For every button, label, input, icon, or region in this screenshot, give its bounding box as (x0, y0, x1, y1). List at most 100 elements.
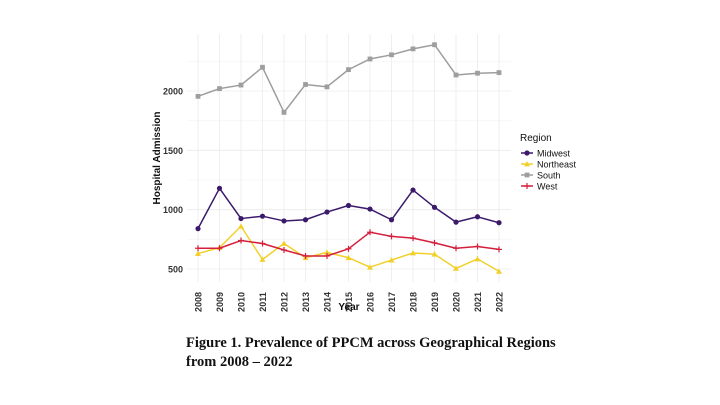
caption-line-1: Figure 1. Prevalence of PPCM across Geog… (186, 335, 556, 351)
data-point (388, 217, 395, 223)
data-point (238, 237, 244, 244)
data-point (216, 245, 223, 252)
data-point (453, 219, 459, 225)
x-tick-label: 2017 (387, 292, 397, 312)
series-south (195, 42, 502, 115)
y-tick-label: 2000 (163, 87, 183, 97)
data-point (345, 245, 352, 252)
x-axis-label: Year (338, 302, 359, 313)
y-tick-label: 1500 (163, 146, 183, 156)
data-point (324, 249, 330, 255)
data-point (367, 56, 373, 62)
data-point (474, 214, 481, 220)
data-point (410, 235, 416, 242)
data-point (496, 268, 502, 274)
data-point (324, 252, 330, 259)
data-point (474, 243, 481, 250)
legend-label: South (537, 171, 561, 181)
legend-label: West (537, 182, 558, 192)
y-tick-label: 1000 (163, 205, 183, 215)
data-point (238, 223, 244, 229)
data-point (410, 187, 416, 193)
x-tick-label: 2019 (430, 292, 440, 312)
data-point (474, 255, 481, 262)
legend-swatch-marker (524, 150, 530, 156)
data-point (195, 93, 201, 99)
legend-label: Northeast (537, 160, 577, 170)
data-point (281, 218, 287, 224)
data-point (259, 240, 266, 247)
data-point (281, 240, 287, 246)
data-point (195, 250, 201, 256)
data-point (431, 251, 438, 257)
series-west (195, 229, 502, 259)
data-point (496, 220, 502, 226)
data-point (367, 229, 373, 236)
series-layer (195, 42, 502, 274)
x-axis: 2008 2009 2010 2011 2012 2013 2014 2015 2016 2017… (194, 292, 505, 312)
caption-line-2: from 2008 – 2022 (186, 354, 293, 370)
x-tick-label: 2018 (409, 292, 419, 312)
x-tick-label: 2022 (495, 292, 505, 312)
data-point (453, 245, 459, 252)
data-point (195, 245, 201, 252)
data-point (302, 252, 309, 259)
legend-swatch-marker (524, 161, 530, 167)
data-point (389, 52, 394, 58)
x-tick-label: 2011 (258, 292, 268, 312)
data-point (259, 256, 266, 262)
legend-item-west: West (521, 182, 558, 192)
y-axis: 500 1000 1500 2000 (163, 87, 183, 275)
x-tick-label: 2016 (366, 292, 376, 312)
data-point (216, 185, 223, 191)
figure-caption: Figure 1. Prevalence of PPCM across Geog… (186, 334, 556, 372)
legend-label: Midwest (537, 149, 571, 159)
legend-title: Region (520, 133, 552, 144)
data-point (367, 264, 373, 270)
data-point (260, 64, 265, 70)
data-point (345, 254, 352, 261)
legend-swatch-marker (524, 183, 530, 189)
legend-swatch-marker (524, 172, 530, 178)
data-point (453, 265, 459, 271)
data-point (475, 70, 480, 76)
data-point (281, 247, 287, 254)
data-point (324, 209, 330, 215)
data-point (388, 257, 395, 263)
legend-item-midwest: Midwest (521, 149, 571, 159)
x-tick-label: 2014 (323, 292, 333, 312)
y-axis-label: Hospital Admission (152, 112, 163, 205)
data-point (388, 233, 395, 240)
data-point (496, 70, 502, 76)
data-point (217, 86, 222, 92)
data-point (410, 249, 416, 256)
data-point (345, 202, 352, 209)
x-tick-label: 2020 (452, 292, 462, 312)
data-point (302, 217, 309, 223)
data-point (324, 84, 330, 90)
x-tick-label: 2015 (344, 292, 354, 312)
data-point (431, 239, 438, 246)
x-tick-label: 2008 (194, 292, 204, 312)
legend-item-south: South (521, 171, 561, 181)
x-tick-label: 2021 (473, 292, 483, 312)
data-point (303, 82, 308, 87)
data-point (238, 215, 244, 222)
series-midwest (195, 185, 502, 232)
x-tick-label: 2013 (301, 292, 311, 312)
data-point (453, 72, 459, 78)
data-point (346, 67, 351, 73)
data-point (195, 226, 201, 232)
data-point (496, 246, 502, 253)
x-tick-label: 2009 (215, 292, 225, 312)
data-point (281, 109, 287, 115)
data-point (367, 206, 373, 212)
x-tick-label: 2010 (237, 292, 247, 312)
legend-item-northeast: Northeast (521, 160, 577, 170)
data-point (432, 42, 437, 48)
data-point (259, 213, 266, 219)
data-point (410, 46, 416, 52)
data-point (238, 82, 244, 88)
